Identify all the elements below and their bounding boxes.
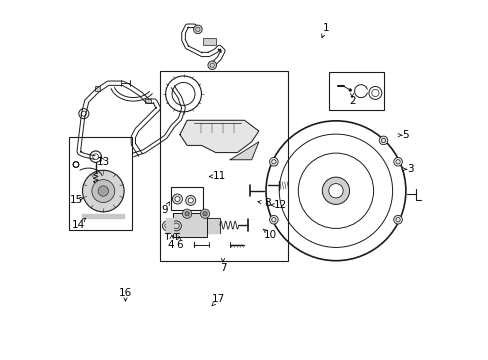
- Circle shape: [172, 194, 182, 204]
- Text: 16: 16: [119, 288, 132, 298]
- Text: 6: 6: [176, 239, 182, 249]
- Circle shape: [92, 180, 115, 202]
- Text: 3: 3: [407, 164, 413, 174]
- Polygon shape: [172, 213, 207, 237]
- Circle shape: [185, 195, 195, 206]
- Bar: [171, 187, 203, 211]
- Circle shape: [193, 25, 202, 34]
- Circle shape: [393, 157, 402, 166]
- Circle shape: [162, 221, 172, 231]
- Circle shape: [184, 212, 189, 216]
- Bar: [160, 71, 287, 261]
- Circle shape: [175, 197, 180, 202]
- Circle shape: [269, 157, 278, 166]
- Bar: [69, 137, 131, 230]
- Text: 8: 8: [264, 198, 270, 208]
- Text: 1: 1: [322, 23, 329, 33]
- Polygon shape: [207, 218, 220, 233]
- Text: 7: 7: [219, 263, 226, 273]
- Text: 14: 14: [72, 220, 85, 230]
- Circle shape: [188, 198, 193, 203]
- Bar: [328, 72, 384, 110]
- Bar: [144, 99, 150, 103]
- Text: 2: 2: [348, 96, 355, 106]
- Circle shape: [328, 184, 343, 198]
- Text: 13: 13: [97, 157, 110, 167]
- Circle shape: [348, 89, 351, 91]
- Circle shape: [98, 186, 108, 196]
- Text: 4: 4: [167, 239, 174, 249]
- Polygon shape: [230, 142, 258, 160]
- Bar: [94, 86, 100, 91]
- Text: 17: 17: [212, 294, 225, 304]
- Circle shape: [269, 215, 278, 224]
- Text: 11: 11: [212, 171, 225, 181]
- Circle shape: [393, 215, 402, 224]
- Text: 9: 9: [161, 206, 168, 216]
- Text: 10: 10: [263, 230, 276, 239]
- Polygon shape: [180, 120, 258, 153]
- Text: 5: 5: [402, 130, 408, 140]
- Circle shape: [203, 212, 207, 216]
- Circle shape: [322, 177, 349, 204]
- Text: 12: 12: [273, 200, 286, 210]
- Circle shape: [207, 61, 216, 69]
- Text: 15: 15: [69, 195, 82, 205]
- Circle shape: [378, 136, 387, 145]
- Polygon shape: [82, 213, 124, 218]
- Polygon shape: [166, 218, 172, 233]
- Circle shape: [200, 209, 209, 219]
- Circle shape: [82, 170, 124, 212]
- Circle shape: [164, 224, 169, 228]
- Circle shape: [182, 209, 191, 219]
- Bar: [203, 39, 215, 45]
